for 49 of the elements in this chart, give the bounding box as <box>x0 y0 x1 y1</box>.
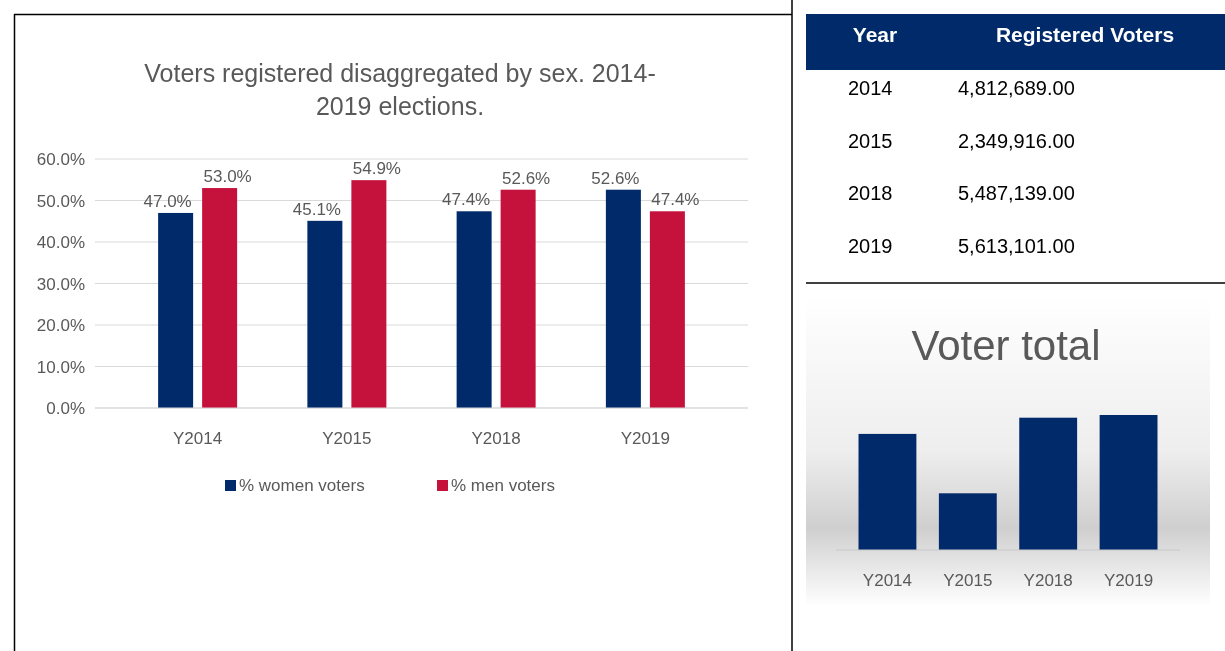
legend-label: % men voters <box>451 476 555 495</box>
x-tick-label: Y2014 <box>862 571 913 590</box>
bar <box>649 211 685 408</box>
y-tick-label: 60.0% <box>36 150 85 169</box>
data-label: 5,487,139.00 <box>958 182 1075 204</box>
data-label: 47.4% <box>442 190 491 210</box>
category-label: 2014 <box>848 77 893 99</box>
bar <box>351 180 387 408</box>
y-tick-label: 10.0% <box>36 357 85 377</box>
bar <box>858 433 917 550</box>
chart-title: Voters registered disaggregated by sex. 2014-2019 elections. <box>144 59 656 120</box>
bar <box>500 189 536 408</box>
data-label: 47.4% <box>651 190 700 210</box>
bar <box>1019 417 1078 550</box>
data-label: 2,349,916.00 <box>958 129 1075 152</box>
x-tick-label: Y2019 <box>1103 571 1154 590</box>
data-label: 53.0% <box>203 167 252 187</box>
data-label: 45.1% <box>292 199 341 219</box>
x-tick-label: Y2014 <box>173 429 223 448</box>
x-tick-label: Y2018 <box>471 429 521 448</box>
data-label: 4,812,689.00 <box>958 77 1075 99</box>
bar <box>938 493 997 550</box>
category-label: 2018 <box>848 182 893 204</box>
data-label: 54.9% <box>352 159 401 179</box>
category-label: 2019 <box>848 234 893 257</box>
data-label: 52.6% <box>502 168 551 188</box>
bar <box>307 220 343 408</box>
bar <box>456 211 492 408</box>
text: Year <box>852 23 898 46</box>
bar <box>158 212 194 408</box>
category-label: 2015 <box>848 129 893 152</box>
x-tick-label: Y2018 <box>1023 571 1073 590</box>
y-tick-label: 30.0% <box>36 274 85 294</box>
x-tick-label: Y2019 <box>620 429 670 448</box>
legend-label: % women voters <box>239 476 365 495</box>
x-tick-label: Y2015 <box>943 571 993 590</box>
x-tick-label: Y2015 <box>322 429 372 448</box>
y-tick-label: 20.0% <box>36 316 85 335</box>
y-tick-label: 0.0% <box>46 399 85 418</box>
data-label: 5,613,101.00 <box>958 234 1075 257</box>
data-label: 47.0% <box>143 191 192 211</box>
chart-title: Voter total <box>911 322 1101 369</box>
bar <box>202 188 238 408</box>
text: Registered Voters <box>995 23 1175 46</box>
y-tick-label: 40.0% <box>36 233 85 252</box>
bar <box>1099 415 1158 550</box>
y-tick-label: 50.0% <box>36 191 85 211</box>
bar <box>605 189 641 408</box>
data-label: 52.6% <box>591 168 640 188</box>
